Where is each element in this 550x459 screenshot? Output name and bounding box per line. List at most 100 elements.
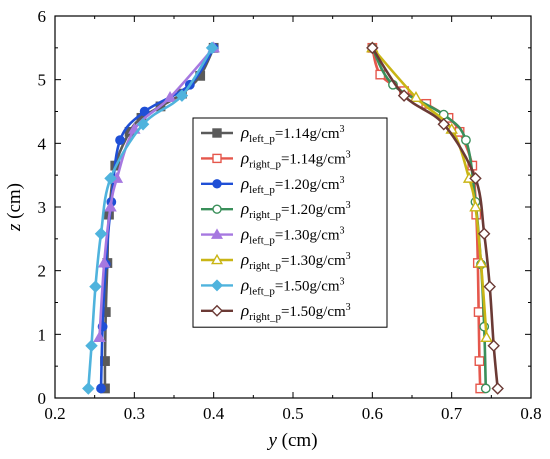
- x-tick-label: 0.8: [520, 404, 541, 423]
- legend-superscript: 3: [340, 276, 345, 287]
- legend-subscript: left_p: [249, 235, 275, 247]
- legend-subscript: left_p: [249, 285, 275, 297]
- legend-label: ρright_p=1.20g/cm3: [240, 199, 351, 221]
- legend-label: ρright_p=1.50g/cm3: [240, 301, 351, 323]
- y-tick-label: 6: [38, 7, 47, 26]
- y-tick-label: 2: [38, 262, 47, 281]
- legend-symbol: ρ: [240, 250, 249, 269]
- legend-superscript: 3: [340, 124, 345, 135]
- data-point: [82, 382, 95, 395]
- legend-value: =1.20g/cm: [281, 202, 346, 218]
- legend-label: ρright_p=1.30g/cm3: [240, 250, 351, 272]
- legend-label: ρleft_p=1.50g/cm3: [240, 275, 345, 297]
- legend-entry: ρleft_p=1.50g/cm3: [201, 275, 345, 297]
- series-layer: [82, 41, 504, 395]
- data-point: [483, 280, 496, 293]
- y-tick-label: 3: [38, 198, 47, 217]
- legend-box: [192, 117, 388, 328]
- legend-value: =1.30g/cm: [275, 228, 340, 244]
- x-tick-label: 0.2: [44, 404, 65, 423]
- data-point: [89, 280, 102, 293]
- data-point: [205, 41, 219, 55]
- data-point: [480, 383, 491, 394]
- legend-marker: [211, 279, 223, 292]
- legend-label: ρleft_p=1.14g/cm3: [240, 123, 345, 145]
- legend-marker: [211, 304, 223, 317]
- legend-marker: [210, 228, 224, 239]
- legend-symbol: ρ: [240, 225, 249, 244]
- data-point: [491, 382, 504, 395]
- legend-symbol: ρ: [240, 174, 249, 193]
- data-point: [97, 256, 111, 268]
- legend-subscript: left_p: [249, 184, 275, 196]
- data-point: [480, 331, 493, 342]
- data-point: [397, 89, 411, 102]
- series-line: [371, 46, 482, 390]
- legend-marker: [212, 128, 222, 138]
- x-tick-label: 0.4: [203, 404, 225, 423]
- y-tick-label: 1: [38, 325, 47, 344]
- legend-entry: ρright_p=1.50g/cm3: [201, 301, 351, 323]
- legend-entry: ρright_p=1.20g/cm3: [201, 199, 351, 221]
- legend-entry: ρright_p=1.30g/cm3: [201, 250, 351, 272]
- legend-value: =1.50g/cm: [275, 278, 340, 294]
- legend-subscript: right_p: [249, 158, 281, 170]
- axes-layer: 0.2 0.3 0.4 0.5 0.6 0.7 0.8 0 1 2 3 4 5 6: [38, 7, 542, 423]
- data-point: [139, 106, 150, 117]
- series-line: [371, 46, 488, 390]
- legend-superscript: 3: [340, 175, 345, 186]
- legend-symbol: ρ: [240, 148, 249, 167]
- legend-superscript: 3: [346, 149, 351, 160]
- y-tick-label: 0: [38, 389, 47, 408]
- data-point: [474, 256, 488, 268]
- data-point: [163, 91, 177, 102]
- legend: ρleft_p=1.14g/cm3ρright_p=1.14g/cm3ρleft…: [192, 117, 388, 328]
- x-axis-title: y (cm): [266, 430, 317, 451]
- legend-superscript: 3: [346, 251, 351, 262]
- legend-superscript: 3: [346, 200, 351, 211]
- data-point: [104, 200, 117, 212]
- legend-value: =1.14g/cm: [281, 151, 346, 167]
- data-point: [477, 227, 491, 240]
- legend-symbol: ρ: [240, 199, 249, 218]
- x-tick-label: 0.6: [362, 404, 383, 423]
- x-axis-var: y: [266, 430, 277, 451]
- legend-marker: [212, 204, 222, 214]
- legend-entry: ρleft_p=1.30g/cm3: [201, 225, 345, 247]
- data-point: [96, 383, 106, 394]
- legend-symbol: ρ: [240, 275, 249, 294]
- data-point: [409, 91, 423, 102]
- legend-subscript: right_p: [249, 260, 281, 272]
- legend-subscript: left_p: [249, 133, 275, 145]
- data-point: [469, 200, 482, 212]
- series-7: [82, 41, 219, 395]
- legend-marker: [210, 253, 224, 265]
- legend-label: ρright_p=1.14g/cm3: [240, 148, 351, 170]
- data-point: [437, 117, 450, 131]
- legend-value: =1.14g/cm: [275, 126, 340, 142]
- data-point: [487, 339, 500, 353]
- data-point: [85, 339, 98, 353]
- data-point: [94, 227, 108, 240]
- data-point: [473, 307, 484, 317]
- data-point: [474, 356, 485, 366]
- legend-symbol: ρ: [240, 301, 249, 320]
- legend-value: =1.30g/cm: [281, 253, 346, 269]
- data-point: [469, 172, 482, 185]
- legend-subscript: right_p: [249, 311, 281, 323]
- data-point: [104, 172, 117, 185]
- legend-symbol: ρ: [240, 123, 249, 142]
- y-axis-var: z: [4, 223, 25, 232]
- x-tick-label: 0.7: [441, 404, 463, 423]
- data-point: [136, 117, 150, 131]
- data-point: [93, 331, 106, 342]
- data-point: [366, 41, 379, 55]
- x-axis-unit: (cm): [277, 430, 318, 451]
- legend-value: =1.20g/cm: [275, 177, 340, 193]
- legend-entry: ρright_p=1.14g/cm3: [201, 148, 351, 170]
- y-tick-label: 4: [38, 134, 47, 153]
- series-8: [366, 41, 504, 395]
- x-tick-label: 0.5: [282, 404, 303, 423]
